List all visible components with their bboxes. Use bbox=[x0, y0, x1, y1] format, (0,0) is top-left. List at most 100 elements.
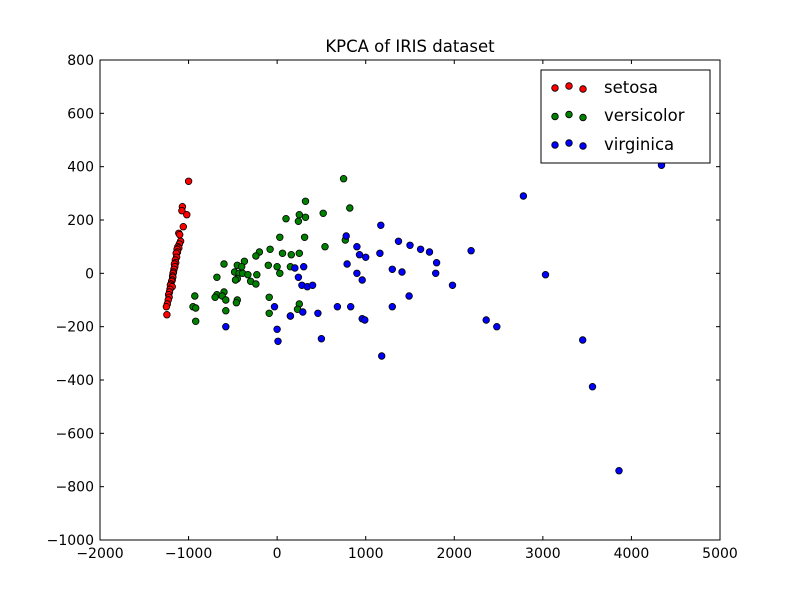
y-tick-label--1000: −1000 bbox=[47, 533, 94, 549]
point-virginica-10 bbox=[355, 250, 364, 259]
legend-label-virginica: virginica bbox=[604, 135, 674, 154]
point-virginica-8 bbox=[425, 248, 434, 256]
x-tick-label--1000: −1000 bbox=[165, 546, 212, 562]
points-layer bbox=[162, 161, 666, 475]
x-tick-label-4000: 4000 bbox=[614, 546, 650, 562]
legend-entry-versicolor: versicolor bbox=[551, 106, 685, 125]
y-tick-label--200: −200 bbox=[56, 320, 94, 336]
point-versicolor-48 bbox=[222, 307, 230, 315]
point-setosa-4 bbox=[179, 222, 187, 231]
point-versicolor-13 bbox=[278, 249, 287, 257]
point-versicolor-1 bbox=[301, 197, 310, 205]
x-tick-label-5000: 5000 bbox=[702, 546, 738, 562]
point-virginica-2 bbox=[377, 221, 385, 229]
point-virginica-25 bbox=[308, 281, 317, 289]
legend-marker-versicolor-0 bbox=[551, 112, 559, 121]
point-virginica-27 bbox=[541, 271, 550, 279]
point-versicolor-30 bbox=[253, 271, 261, 279]
point-virginica-15 bbox=[388, 265, 396, 273]
legend-entry-setosa: setosa bbox=[551, 78, 658, 97]
point-versicolor-21 bbox=[237, 263, 246, 271]
point-virginica-38 bbox=[482, 316, 490, 324]
point-setosa-0 bbox=[184, 177, 193, 185]
point-virginica-33 bbox=[299, 308, 307, 316]
point-versicolor-50 bbox=[265, 309, 273, 317]
chart-title: KPCA of IRIS dataset bbox=[325, 37, 495, 56]
point-versicolor-15 bbox=[287, 250, 295, 259]
point-virginica-35 bbox=[286, 312, 295, 320]
point-versicolor-9 bbox=[276, 233, 284, 241]
point-virginica-42 bbox=[317, 335, 326, 343]
legend-marker-versicolor-1 bbox=[565, 110, 573, 119]
point-virginica-16 bbox=[398, 268, 406, 276]
point-virginica-3 bbox=[342, 232, 350, 240]
point-virginica-46 bbox=[588, 383, 597, 391]
point-virginica-9 bbox=[467, 246, 475, 255]
point-versicolor-3 bbox=[295, 210, 303, 219]
point-virginica-30 bbox=[347, 303, 355, 311]
point-versicolor-4 bbox=[282, 214, 290, 223]
x-tick-label-0: 0 bbox=[273, 546, 282, 562]
point-versicolor-41 bbox=[191, 292, 199, 300]
point-virginica-20 bbox=[294, 273, 303, 281]
legend-label-setosa: setosa bbox=[604, 78, 658, 97]
point-versicolor-39 bbox=[211, 293, 219, 301]
legend-entry-virginica: virginica bbox=[551, 135, 674, 154]
legend-marker-virginica-1 bbox=[565, 139, 573, 147]
point-versicolor-35 bbox=[252, 280, 260, 288]
y-tick-label-0: 0 bbox=[85, 266, 94, 282]
legend-marker-setosa-2 bbox=[579, 85, 587, 93]
point-setosa-6 bbox=[175, 230, 184, 239]
point-virginica-11 bbox=[362, 253, 370, 261]
point-virginica-7 bbox=[416, 245, 425, 253]
y-tick-label-200: 200 bbox=[67, 213, 94, 229]
point-versicolor-16 bbox=[295, 249, 303, 257]
point-virginica-14 bbox=[432, 259, 441, 267]
point-versicolor-52 bbox=[191, 317, 200, 325]
x-tick-label-2000: 2000 bbox=[436, 546, 472, 562]
ticks-layer: −2000 −1000 0 1000 2000 3000 4000 5000−1000−800… bbox=[47, 53, 738, 562]
point-virginica-4 bbox=[394, 237, 403, 245]
point-versicolor-8 bbox=[300, 233, 309, 241]
point-versicolor-31 bbox=[213, 273, 221, 281]
legend-marker-virginica-2 bbox=[579, 142, 587, 150]
point-virginica-47 bbox=[615, 467, 623, 475]
point-virginica-21 bbox=[300, 263, 308, 271]
point-virginica-12 bbox=[376, 249, 384, 257]
point-virginica-43 bbox=[579, 336, 587, 344]
x-tick-label-1000: 1000 bbox=[348, 546, 384, 562]
point-virginica-5 bbox=[406, 241, 414, 249]
point-versicolor-0 bbox=[339, 174, 348, 183]
legend-marker-virginica-0 bbox=[551, 141, 559, 149]
point-virginica-13 bbox=[343, 260, 351, 268]
point-versicolor-12 bbox=[266, 245, 274, 253]
point-virginica-39 bbox=[493, 323, 501, 331]
point-virginica-32 bbox=[270, 303, 279, 311]
x-tick-label-3000: 3000 bbox=[525, 546, 561, 562]
y-tick-label-800: 800 bbox=[67, 53, 94, 69]
point-versicolor-23 bbox=[264, 261, 272, 269]
point-virginica-18 bbox=[353, 269, 361, 277]
y-tick-label--600: −600 bbox=[56, 426, 94, 442]
legend-marker-setosa-0 bbox=[551, 84, 559, 92]
point-virginica-45 bbox=[378, 352, 386, 360]
point-versicolor-19 bbox=[220, 260, 228, 268]
point-versicolor-17 bbox=[252, 252, 260, 260]
x-tick-label--2000: −2000 bbox=[76, 546, 123, 562]
legend-marker-versicolor-2 bbox=[579, 113, 587, 122]
point-virginica-19 bbox=[358, 276, 366, 284]
point-versicolor-28 bbox=[244, 271, 252, 279]
y-tick-label--800: −800 bbox=[56, 480, 94, 496]
point-setosa-35 bbox=[162, 303, 171, 311]
point-versicolor-7 bbox=[319, 209, 327, 217]
point-virginica-29 bbox=[333, 303, 342, 311]
point-virginica-44 bbox=[274, 337, 282, 345]
point-versicolor-2 bbox=[346, 204, 354, 212]
point-virginica-40 bbox=[222, 323, 230, 331]
point-versicolor-6 bbox=[294, 217, 303, 225]
point-versicolor-5 bbox=[301, 213, 310, 221]
point-versicolor-42 bbox=[222, 296, 230, 304]
point-virginica-6 bbox=[353, 242, 361, 251]
point-virginica-17 bbox=[432, 269, 440, 277]
y-tick-label-400: 400 bbox=[67, 160, 94, 176]
